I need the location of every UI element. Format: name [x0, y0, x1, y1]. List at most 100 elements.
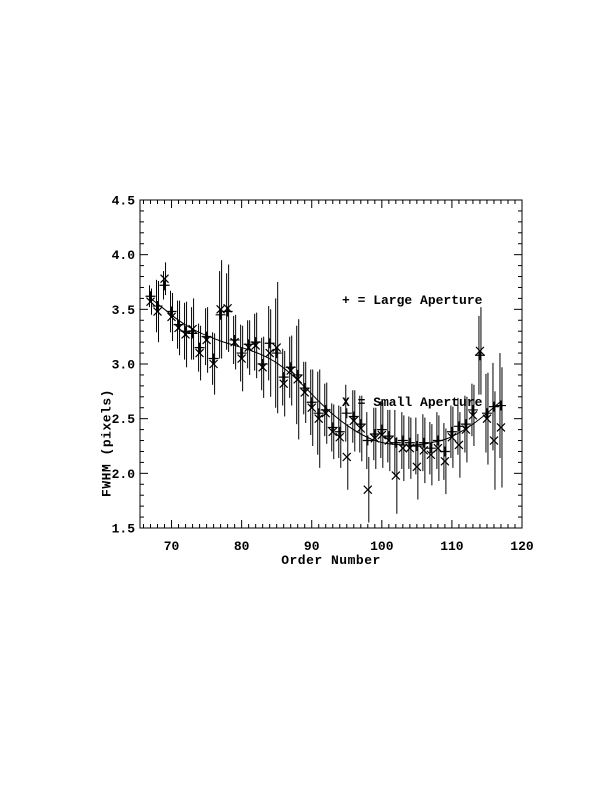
marker-plus: [229, 334, 240, 345]
legend: + = Large Aperture X = Small Aperture: [342, 216, 482, 488]
marker-x: [265, 348, 275, 358]
legend-small-aperture: X = Small Aperture: [342, 395, 483, 410]
marker-plus: [348, 411, 359, 422]
marker-plus: [208, 353, 219, 364]
x-tick-label: 100: [370, 539, 394, 554]
marker-x: [167, 312, 176, 322]
marker-x: [384, 436, 394, 445]
marker-plus: [292, 369, 303, 380]
y-tick-label: 1.5: [112, 522, 136, 537]
marker-plus: [194, 342, 205, 353]
marker-plus: [362, 435, 373, 446]
marker-plus: [432, 435, 443, 446]
marker-plus: [278, 372, 289, 383]
marker-x: [412, 462, 422, 472]
marker-x: [181, 330, 190, 339]
marker-x: [279, 379, 289, 389]
marker-plus: [341, 408, 352, 419]
marker-x: [202, 335, 212, 345]
marker-x: [475, 346, 485, 356]
y-axis-title: FWHM (pixels): [99, 389, 115, 497]
y-tick-label: 3.5: [112, 303, 136, 318]
x-tick-label: 90: [304, 539, 320, 554]
marker-x: [496, 422, 506, 432]
marker-x: [188, 324, 197, 334]
marker-x: [328, 427, 338, 437]
marker-x: [286, 366, 296, 375]
marker-x: [153, 307, 162, 316]
x-tick-label: 80: [234, 539, 250, 554]
marker-x: [272, 343, 282, 353]
marker-x: [489, 436, 499, 445]
marker-plus: [418, 437, 429, 448]
marker-x: [433, 443, 443, 453]
marker-plus: [488, 401, 499, 412]
marker-x: [160, 274, 169, 284]
marker-plus: [313, 408, 324, 419]
marker-plus: [327, 422, 338, 433]
marker-x: [405, 443, 415, 453]
marker-x: [356, 424, 366, 433]
marker-x: [258, 362, 268, 372]
marker-x: [216, 304, 226, 314]
marker-plus: [159, 280, 170, 291]
y-tick-label: 4.5: [112, 194, 136, 209]
marker-plus: [495, 400, 506, 411]
marker-x: [146, 297, 155, 307]
marker-plus: [376, 424, 387, 435]
x-tick-label: 110: [440, 539, 464, 554]
x-tick-label: 70: [164, 539, 180, 554]
marker-x: [300, 388, 310, 397]
marker-x: [370, 433, 380, 443]
y-tick-label: 2.5: [112, 412, 136, 427]
marker-plus: [166, 306, 177, 317]
marker-x: [321, 408, 331, 418]
marker-x: [335, 432, 345, 442]
marker-plus: [334, 426, 345, 437]
marker-x: [230, 337, 240, 347]
marker-plus: [369, 428, 380, 439]
marker-x: [342, 452, 352, 462]
marker-x: [391, 471, 401, 480]
marker-x: [209, 359, 219, 369]
marker-plus: [467, 404, 478, 415]
marker-plus: [215, 309, 226, 320]
x-tick-label: 120: [510, 539, 534, 554]
marker-plus: [404, 437, 415, 448]
marker-plus: [306, 397, 317, 408]
marker-x: [223, 303, 233, 313]
marker-x: [314, 414, 324, 424]
marker-plus: [187, 328, 198, 339]
marker-x: [307, 403, 317, 413]
marker-plus: [390, 437, 401, 448]
marker-x: [293, 374, 303, 384]
marker-x: [349, 416, 359, 426]
marker-plus: [271, 348, 282, 359]
marker-x: [363, 485, 373, 495]
marker-plus: [425, 443, 436, 454]
marker-x: [195, 348, 205, 358]
y-tick-label: 2.0: [112, 467, 136, 482]
marker-x: [468, 410, 478, 420]
y-tick-label: 4.0: [112, 248, 136, 263]
marker-x: [174, 323, 183, 333]
marker-x: [447, 432, 457, 442]
marker-x: [482, 414, 492, 424]
marker-plus: [474, 350, 485, 361]
marker-plus: [460, 419, 471, 430]
marker-plus: [145, 291, 156, 302]
marker-x: [377, 430, 387, 440]
y-tick-label: 3.0: [112, 358, 136, 373]
marker-x: [440, 456, 450, 466]
marker-x: [454, 440, 464, 450]
marker-x: [237, 354, 247, 363]
marker-x: [426, 450, 436, 460]
marker-plus: [411, 441, 422, 451]
marker-x: [461, 425, 471, 435]
marker-x: [244, 343, 254, 353]
legend-large-aperture: + = Large Aperture: [342, 293, 483, 308]
marker-plus: [299, 383, 310, 394]
marker-plus: [236, 348, 247, 359]
